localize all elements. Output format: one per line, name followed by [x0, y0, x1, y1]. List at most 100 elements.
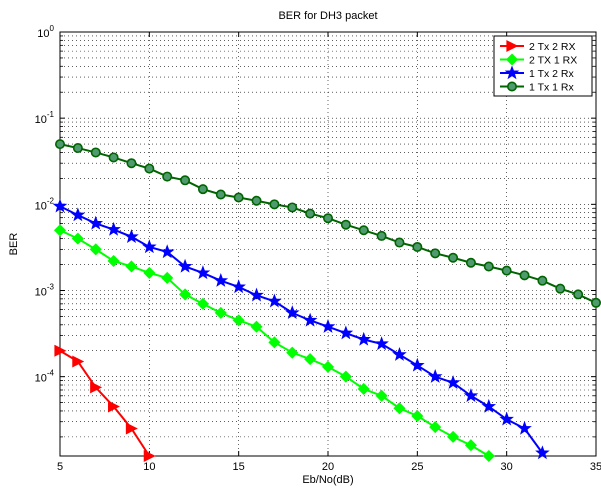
data-point — [590, 297, 601, 308]
data-point — [143, 266, 156, 279]
data-point — [517, 420, 532, 435]
data-point — [52, 198, 68, 213]
data-point — [357, 382, 370, 395]
data-point — [125, 260, 138, 273]
legend-item: 2 TX 1 RX — [500, 53, 577, 67]
x-tick-label: 15 — [233, 461, 245, 473]
data-point — [231, 279, 246, 294]
data-point — [90, 147, 101, 158]
data-point — [159, 244, 175, 259]
data-point — [251, 195, 262, 206]
data-point — [284, 305, 300, 320]
data-point — [195, 265, 211, 280]
data-point — [88, 215, 104, 230]
y-tick-label-base: 10 — [35, 373, 47, 385]
data-point — [142, 239, 157, 254]
data-point — [249, 287, 264, 302]
data-point — [144, 163, 155, 174]
legend-label: 2 Tx 2 RX — [529, 41, 576, 53]
data-point — [143, 450, 156, 462]
data-point — [573, 289, 584, 300]
data-point — [393, 402, 406, 415]
data-point — [339, 370, 352, 383]
data-point — [465, 257, 476, 268]
data-point — [215, 189, 226, 200]
data-point — [427, 369, 443, 383]
data-point — [340, 219, 351, 230]
data-point — [233, 192, 244, 203]
series-1 — [53, 224, 495, 463]
data-point — [481, 398, 497, 413]
data-point — [499, 411, 514, 426]
legend-item: 1 Tx 2 Rx — [500, 65, 574, 80]
data-point — [125, 422, 138, 435]
series-2 — [52, 198, 550, 460]
data-point — [213, 273, 229, 287]
data-point — [410, 357, 425, 372]
legend-label: 1 Tx 1 Rx — [529, 82, 574, 94]
data-point — [90, 381, 103, 394]
data-point — [375, 389, 388, 402]
y-tick-label: 10-4 — [35, 369, 55, 385]
legend-marker — [506, 40, 519, 52]
data-point — [268, 336, 281, 349]
data-point — [535, 445, 550, 460]
data-point — [89, 243, 102, 256]
data-point — [180, 175, 191, 186]
data-point — [448, 252, 459, 263]
data-point — [269, 199, 280, 210]
data-point — [214, 306, 227, 319]
data-point — [482, 449, 495, 463]
data-point — [411, 409, 424, 422]
x-tick-label: 30 — [501, 461, 513, 473]
data-point — [107, 400, 120, 413]
y-axis-title: BER — [8, 233, 20, 256]
x-tick-label: 10 — [143, 461, 155, 473]
data-point — [302, 312, 318, 327]
y-tick-label-base: 10 — [35, 114, 47, 126]
data-point — [287, 202, 298, 213]
data-point — [286, 346, 299, 359]
data-point — [250, 320, 263, 333]
legend: 2 Tx 2 RX 2 TX 1 RX1 Tx 2 Rx 1 Tx 1 Rx — [493, 35, 593, 97]
series-line — [59, 205, 544, 454]
legend-label: 2 TX 1 RX — [529, 55, 577, 67]
y-tick-label-exponent: -1 — [47, 110, 55, 119]
data-point — [54, 344, 67, 357]
y-tick-label-base: 10 — [35, 200, 47, 212]
data-point — [555, 283, 566, 294]
y-tick-label-exponent: -3 — [47, 282, 55, 291]
data-point — [232, 314, 245, 327]
y-tick-label: 100 — [37, 24, 54, 40]
series-0 — [54, 344, 156, 462]
data-point — [107, 254, 120, 268]
data-point — [519, 270, 530, 281]
data-point — [124, 229, 139, 243]
data-point — [430, 248, 441, 259]
data-point — [338, 325, 354, 340]
data-point — [358, 225, 369, 236]
data-point — [162, 171, 173, 182]
data-point — [376, 230, 387, 241]
data-point — [106, 221, 121, 236]
x-tick-label: 20 — [322, 461, 334, 473]
legend-marker — [504, 65, 520, 80]
data-point — [320, 319, 336, 333]
legend-marker — [505, 53, 519, 66]
data-point — [464, 439, 477, 452]
y-tick-label-exponent: -2 — [47, 196, 55, 205]
data-point — [177, 258, 193, 273]
series-3 — [54, 139, 601, 308]
data-point — [108, 152, 119, 163]
data-point — [321, 360, 335, 373]
data-point — [179, 288, 192, 301]
data-point — [53, 224, 67, 237]
x-axis-title: Eb/No(dB) — [302, 474, 353, 486]
y-tick-label-base: 10 — [37, 28, 49, 40]
data-point — [54, 139, 65, 150]
legend-item: 2 Tx 2 RX — [500, 40, 576, 53]
data-point — [429, 421, 442, 434]
data-point — [305, 208, 316, 219]
